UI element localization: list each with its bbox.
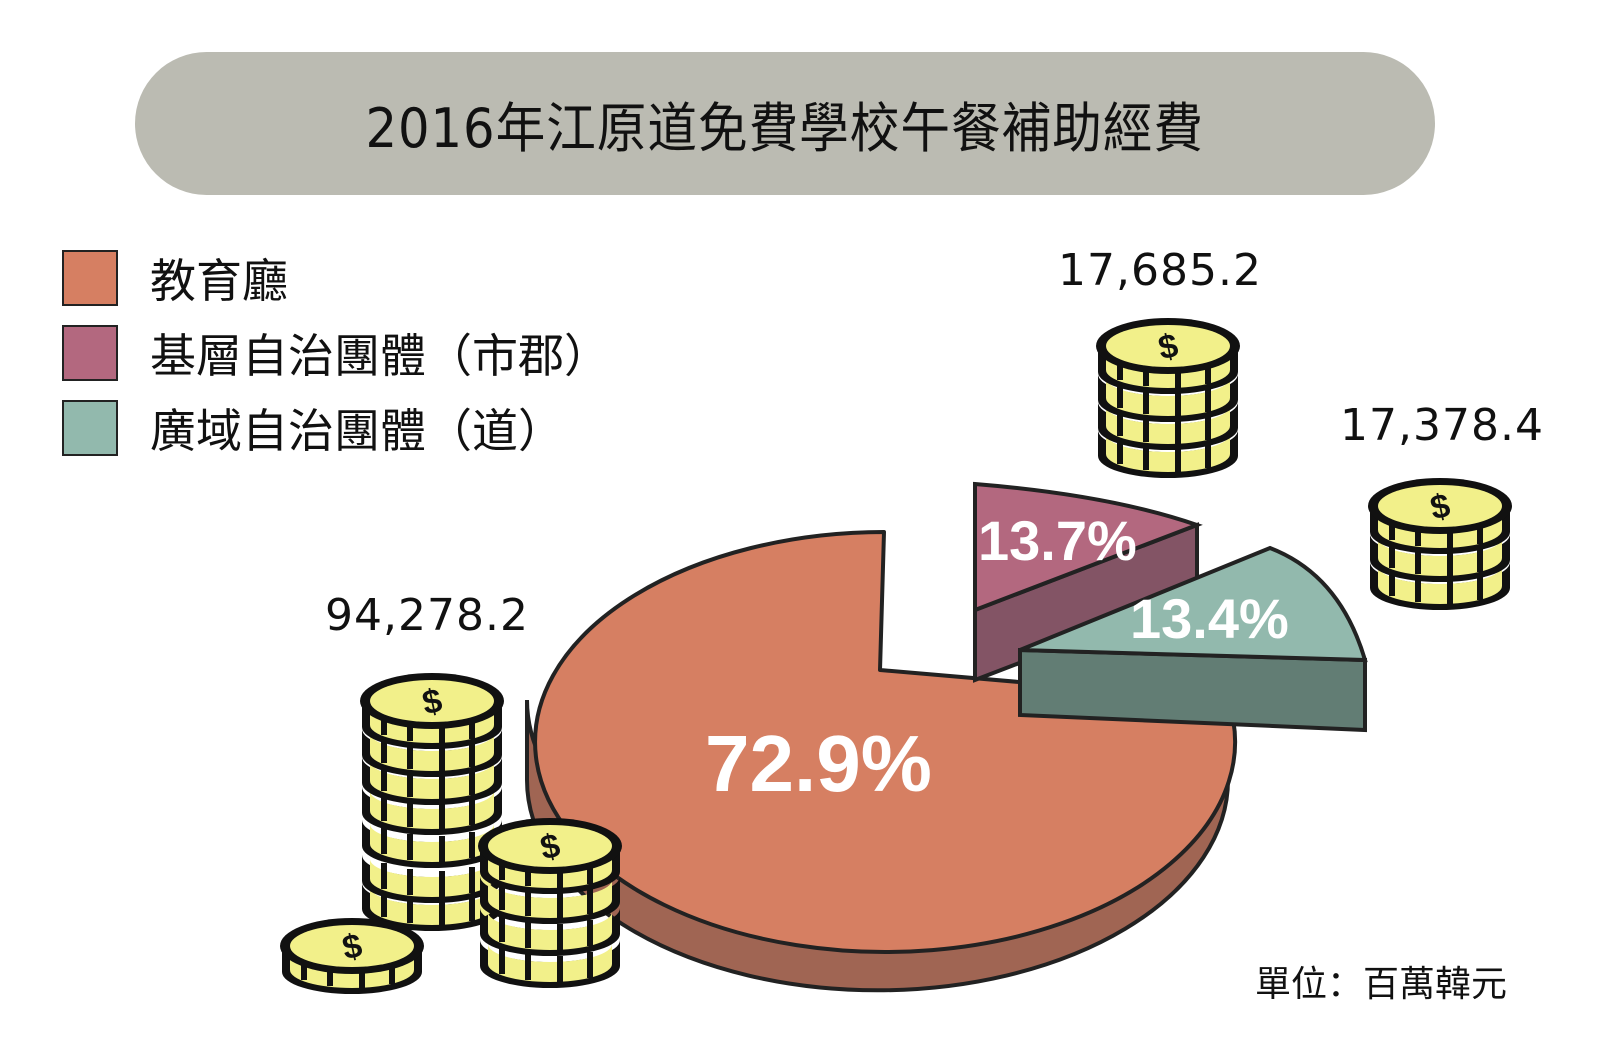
legend-label: 廣域自治團體（道） [150, 403, 564, 458]
pie-slice-education-office [525, 530, 1238, 993]
pie-slice-provincial-government [1018, 545, 1368, 733]
legend-item-provincial-government: 廣域自治團體（道） [62, 390, 610, 465]
legend-swatch [62, 324, 118, 381]
pct-label-education-office: 72.9% [705, 719, 932, 808]
coin-stack-icon [1368, 478, 1512, 610]
value-label-provincial-government: 17,378.4 [1340, 400, 1544, 451]
legend-item-education-office: 教育廳 [62, 240, 610, 315]
coin-stack-icon [280, 918, 424, 994]
legend-label: 基層自治團體（市郡） [150, 328, 610, 383]
unit-note: 單位：百萬韓元 [1255, 964, 1508, 1005]
legend-item-local-government: 基層自治團體（市郡） [62, 315, 610, 390]
pct-label-local-government: 13.7% [978, 509, 1137, 572]
legend-swatch [62, 249, 118, 306]
value-label-education-office: 94,278.2 [325, 590, 529, 641]
coin-stack-icon [1096, 318, 1240, 478]
title-banner: 2016年江原道免費學校午餐補助經費 [135, 52, 1435, 195]
coin-stack-icon [478, 818, 622, 988]
legend: 教育廳 基層自治團體（市郡） 廣域自治團體（道） [62, 240, 610, 465]
chart-title: 2016年江原道免費學校午餐補助經費 [365, 97, 1205, 160]
legend-swatch [62, 399, 118, 456]
value-label-local-government: 17,685.2 [1058, 245, 1262, 296]
legend-label: 教育廳 [150, 253, 288, 308]
pct-label-provincial-government: 13.4% [1130, 587, 1289, 650]
